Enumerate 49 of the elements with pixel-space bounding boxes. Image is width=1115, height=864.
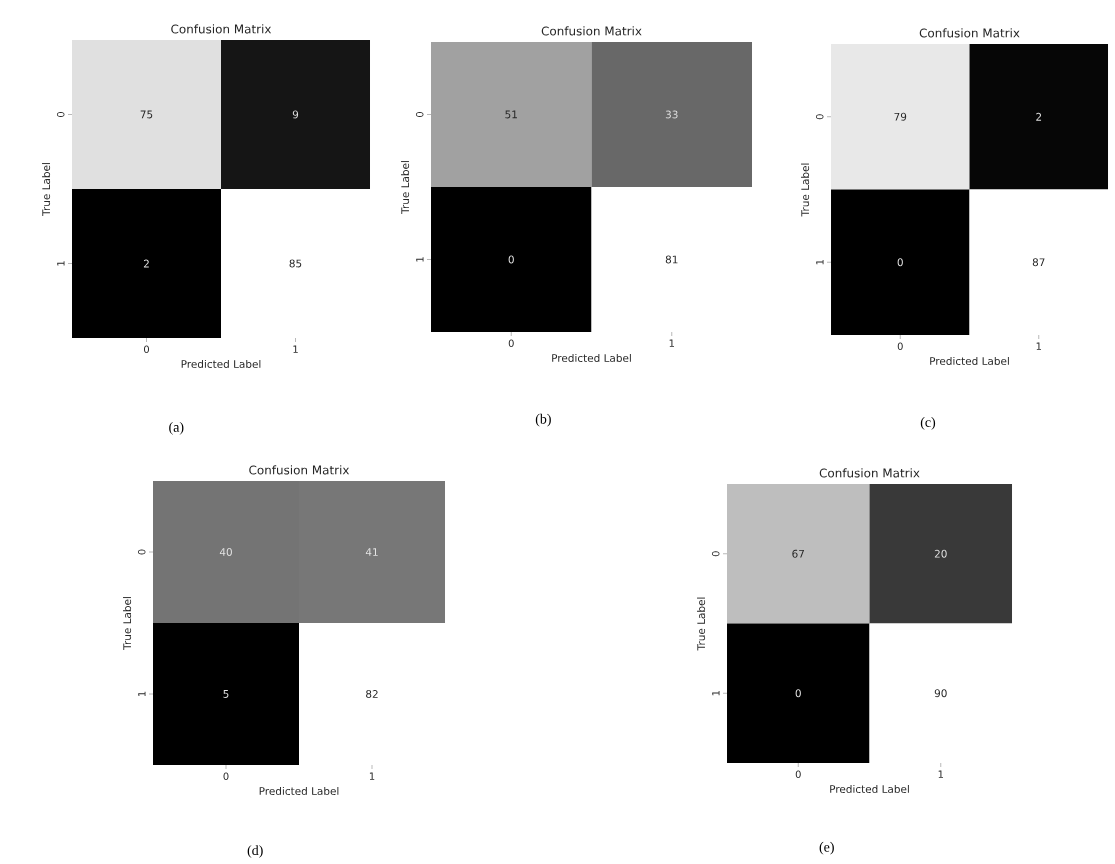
data-label: 90 — [934, 689, 947, 698]
text: (b) — [535, 413, 551, 427]
data-label: 75 — [140, 110, 153, 119]
x-axis-title: Predicted Label — [930, 356, 1009, 365]
x-axis-title: Predicted Label — [181, 359, 261, 368]
x-tick-label: 1 — [669, 339, 675, 347]
data-label: 9 — [292, 110, 299, 119]
data-label: 51 — [505, 110, 517, 119]
data-label: 81 — [665, 255, 678, 264]
data-label: 41 — [365, 548, 378, 556]
data-label: 0 — [795, 689, 801, 698]
data-label: 40 — [219, 548, 232, 556]
x-tick-label: 0 — [897, 342, 903, 351]
chart-title: Confusion Matrix — [249, 465, 350, 475]
data-label: 67 — [792, 549, 805, 558]
chart-title: Confusion Matrix — [171, 24, 272, 34]
y-axis-title: True Label — [123, 597, 132, 650]
text: (c) — [920, 417, 936, 430]
chart-title: Confusion Matrix — [541, 26, 642, 36]
data-label: 0 — [897, 258, 903, 267]
x-tick-label: 1 — [293, 345, 298, 353]
text: (a) — [169, 421, 184, 435]
y-axis-title: True Label — [42, 163, 51, 216]
x-tick-label: 1 — [369, 772, 375, 780]
data-label: 87 — [1032, 258, 1045, 267]
y-axis-title: True Label — [801, 163, 810, 217]
data-label: 79 — [894, 112, 907, 121]
text: (e) — [819, 841, 834, 855]
x-tick-label: 0 — [223, 772, 229, 781]
x-tick-label: 0 — [795, 770, 801, 779]
data-label: 5 — [223, 690, 229, 698]
y-axis-title: True Label — [401, 161, 410, 214]
data-label: 82 — [366, 690, 378, 698]
x-tick-label: 1 — [1036, 342, 1042, 350]
chart-title: Confusion Matrix — [919, 28, 1020, 38]
data-label: 2 — [143, 259, 149, 268]
data-label: 0 — [508, 255, 514, 264]
y-axis-title: True Label — [697, 597, 706, 651]
data-label: 2 — [1036, 112, 1042, 121]
x-axis-title: Predicted Label — [552, 353, 631, 362]
text: (d) — [247, 845, 263, 858]
x-tick-label: 0 — [508, 339, 514, 348]
chart-title: Confusion Matrix — [819, 468, 920, 478]
data-label: 85 — [289, 259, 302, 268]
x-axis-title: Predicted Label — [259, 786, 339, 795]
data-label: 33 — [665, 110, 678, 119]
x-tick-label: 1 — [938, 770, 944, 778]
data-label: 20 — [934, 549, 947, 558]
x-axis-title: Predicted Label — [830, 784, 909, 793]
